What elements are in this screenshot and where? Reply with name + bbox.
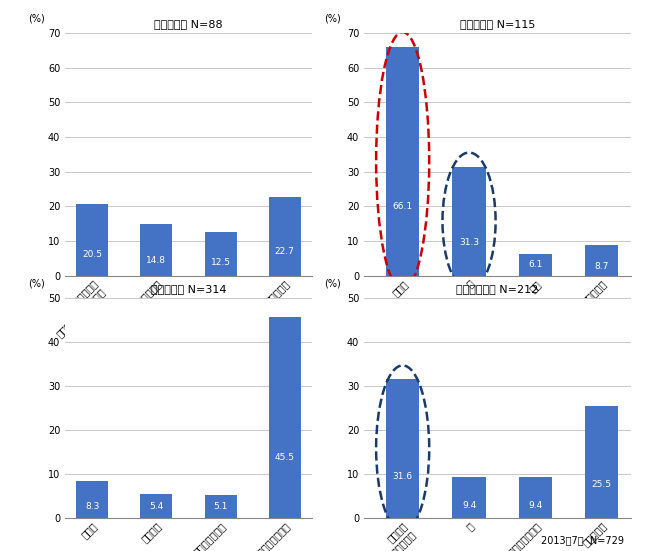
Bar [452,477,486,518]
Text: 31.3: 31.3 [459,239,479,247]
Text: (%): (%) [28,13,45,23]
Bar [140,494,172,518]
Text: 9.4: 9.4 [528,501,543,510]
Bar [386,379,419,518]
Bar [585,245,618,276]
Bar [76,204,109,276]
Title: 【埼玉県】 N=88: 【埼玉県】 N=88 [154,19,223,30]
Bar [519,477,552,518]
Text: 2013年7月  N=729: 2013年7月 N=729 [541,536,624,545]
Text: 14.8: 14.8 [146,256,166,264]
Bar [205,232,237,276]
Bar [585,406,618,518]
Text: (%): (%) [28,279,45,289]
Text: (%): (%) [324,13,341,23]
Title: 【神奈川県】 N=212: 【神奈川県】 N=212 [456,284,538,294]
Text: 5.4: 5.4 [150,501,164,511]
Bar [76,482,109,518]
Text: 25.5: 25.5 [592,480,612,489]
Bar [386,47,419,276]
Text: 22.7: 22.7 [275,247,294,256]
Bar [205,495,237,518]
Text: 9.4: 9.4 [462,501,476,510]
Text: 31.6: 31.6 [393,472,413,480]
Title: 【東京都】 N=314: 【東京都】 N=314 [151,284,226,294]
Text: 45.5: 45.5 [275,453,294,462]
Text: 12.5: 12.5 [211,258,231,267]
Bar [140,224,172,276]
Title: 【千葉県】 N=115: 【千葉県】 N=115 [460,19,535,30]
Text: 20.5: 20.5 [83,250,102,259]
Bar [268,317,301,518]
Bar [519,255,552,276]
Text: 8.3: 8.3 [85,503,99,511]
Bar [452,167,486,276]
Bar [268,197,301,276]
Text: 66.1: 66.1 [393,202,413,212]
Text: 5.1: 5.1 [213,502,228,511]
Text: (%): (%) [324,279,341,289]
Text: 8.7: 8.7 [595,262,609,271]
Text: 6.1: 6.1 [528,261,543,269]
